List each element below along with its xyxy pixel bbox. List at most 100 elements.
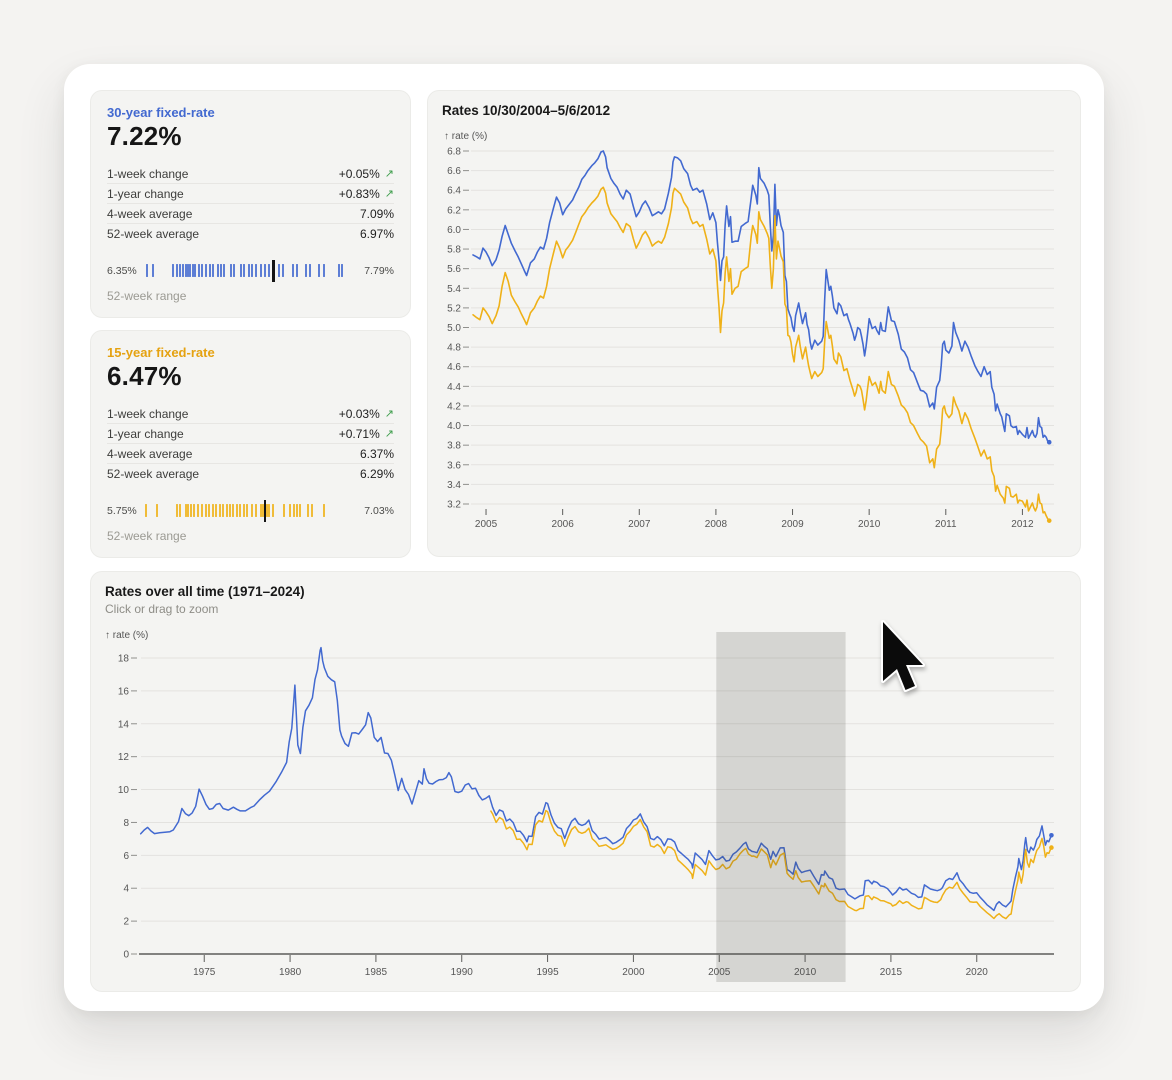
range-week-tick bbox=[317, 264, 320, 277]
stat-value-text: 7.09% bbox=[359, 206, 394, 221]
range-week-tick bbox=[299, 504, 302, 517]
range-week-tick bbox=[337, 264, 340, 277]
range-week-tick bbox=[172, 264, 175, 277]
range-week-tick bbox=[204, 504, 207, 517]
x-tick-label: 2020 bbox=[966, 967, 989, 978]
series-line-15-year-fixed-rate bbox=[472, 186, 1051, 522]
stat-label: 4-week average bbox=[107, 446, 193, 461]
range-week-tick bbox=[187, 504, 190, 517]
zoom-selection-overlay[interactable] bbox=[716, 632, 846, 982]
range-strip-15-year: 5.75% 7.03% bbox=[107, 499, 394, 523]
range-week-tick bbox=[208, 504, 211, 517]
y-tick-label: 6.6 bbox=[447, 166, 461, 177]
stat-value: 6.37% bbox=[360, 447, 394, 461]
range-week-tick bbox=[192, 504, 195, 517]
range-week-tick bbox=[278, 264, 281, 277]
y-tick-label: 5.0 bbox=[447, 323, 461, 334]
range-week-tick bbox=[223, 264, 226, 277]
zoom-chart-title: Rates 10/30/2004–5/6/2012 bbox=[442, 103, 611, 118]
x-tick-label: 2015 bbox=[880, 967, 903, 978]
alltime-chart-subtitle: Click or drag to zoom bbox=[105, 602, 219, 616]
y-tick-label: 6 bbox=[123, 851, 129, 862]
y-axis-caption: ↑ rate (%) bbox=[444, 131, 487, 142]
range-week-tick bbox=[340, 264, 343, 277]
range-week-tick bbox=[197, 504, 200, 517]
x-tick-label: 2011 bbox=[935, 519, 957, 530]
range-week-tick bbox=[245, 504, 248, 517]
range-week-tick bbox=[232, 504, 235, 517]
stat-row-52-week-average: 52-week average 6.97% bbox=[107, 223, 394, 243]
range-week-tick bbox=[151, 264, 154, 277]
range-week-tick bbox=[189, 504, 192, 517]
range-min-label: 5.75% bbox=[107, 505, 137, 517]
range-tick-plot-30-year bbox=[145, 259, 356, 283]
card-30-stats: 1-week change +0.05% ↗ 1-year change +0.8… bbox=[107, 164, 394, 243]
range-caption: 52-week range bbox=[107, 289, 187, 303]
series-line-30-year-fixed-rate bbox=[139, 646, 1053, 912]
x-tick-label: 2009 bbox=[781, 519, 804, 530]
stat-row-1-week-change: 1-week change +0.03% ↗ bbox=[107, 404, 394, 423]
range-week-tick bbox=[184, 504, 187, 517]
range-week-tick bbox=[181, 264, 184, 277]
stat-row-1-year-change: 1-year change +0.83% ↗ bbox=[107, 183, 394, 203]
range-week-tick bbox=[271, 504, 274, 517]
range-week-tick bbox=[215, 504, 218, 517]
card-30-rate: 7.22% bbox=[107, 121, 182, 151]
x-tick-label: 1990 bbox=[451, 967, 474, 978]
range-week-tick bbox=[292, 504, 295, 517]
y-tick-label: 4 bbox=[123, 884, 129, 895]
alltime-chart-title: Rates over all time (1971–2024) bbox=[105, 584, 305, 599]
y-tick-label: 10 bbox=[118, 785, 130, 796]
range-week-tick bbox=[145, 264, 148, 277]
y-tick-label: 5.6 bbox=[447, 264, 461, 275]
range-week-tick bbox=[250, 504, 253, 517]
x-tick-label: 2010 bbox=[794, 967, 817, 978]
range-week-tick bbox=[308, 264, 311, 277]
y-tick-label: 14 bbox=[118, 719, 130, 730]
card-30-title: 30-year fixed-rate bbox=[107, 105, 215, 120]
stat-label: 1-year change bbox=[107, 186, 184, 201]
range-week-tick bbox=[186, 264, 189, 277]
x-tick-label: 2008 bbox=[705, 519, 728, 530]
y-tick-label: 4.0 bbox=[447, 421, 461, 432]
series-line-30-year-fixed-rate bbox=[472, 150, 1051, 444]
range-week-tick bbox=[191, 264, 194, 277]
stat-row-4-week-average: 4-week average 6.37% bbox=[107, 443, 394, 463]
range-week-tick bbox=[205, 264, 208, 277]
x-tick-label: 2007 bbox=[628, 519, 651, 530]
range-week-tick bbox=[262, 504, 265, 517]
range-week-tick bbox=[283, 504, 286, 517]
y-tick-label: 5.2 bbox=[447, 303, 461, 314]
y-tick-label: 3.8 bbox=[447, 441, 461, 452]
range-week-tick bbox=[251, 264, 254, 277]
range-week-tick bbox=[229, 264, 232, 277]
range-week-tick bbox=[184, 264, 187, 277]
stat-value-text: 6.29% bbox=[359, 466, 394, 481]
series-end-dot bbox=[1046, 518, 1052, 523]
range-week-tick bbox=[201, 504, 204, 517]
y-tick-label: 6.4 bbox=[447, 186, 461, 197]
range-week-tick bbox=[212, 264, 215, 277]
rates-alltime-chart-canvas[interactable]: 0 2 4 6 8 10 12 14 16 18 1975 1980 1985 1990 1995 2000 2… bbox=[101, 626, 1072, 984]
rates-zoomed-chart-canvas: 3.2 3.4 3.6 3.8 4.0 4.2 4.4 4.6 4.8 5.0 5.2 5.4 5.6 5… bbox=[444, 131, 1054, 530]
range-week-tick bbox=[323, 264, 326, 277]
x-tick-label: 2005 bbox=[708, 967, 731, 978]
y-tick-label: 4.2 bbox=[447, 401, 461, 412]
stat-row-1-year-change: 1-year change +0.71% ↗ bbox=[107, 423, 394, 443]
range-week-tick bbox=[220, 264, 223, 277]
stat-value-text: +0.05% bbox=[338, 166, 380, 181]
y-tick-label: 5.8 bbox=[447, 245, 461, 256]
x-tick-label: 1980 bbox=[279, 967, 302, 978]
range-week-tick bbox=[247, 264, 250, 277]
range-week-tick bbox=[259, 504, 262, 517]
stat-label: 52-week average bbox=[107, 466, 200, 481]
range-min-label: 6.35% bbox=[107, 265, 137, 277]
range-week-tick bbox=[304, 264, 307, 277]
range-week-tick bbox=[307, 504, 310, 517]
stat-label: 1-week change bbox=[107, 406, 189, 421]
stat-value-text: +0.83% bbox=[338, 186, 380, 201]
range-week-tick bbox=[176, 264, 179, 277]
range-week-tick bbox=[179, 264, 182, 277]
y-tick-label: 4.4 bbox=[447, 382, 461, 393]
dashboard-card: 30-year fixed-rate 7.22% 1-week change +… bbox=[64, 64, 1104, 1011]
